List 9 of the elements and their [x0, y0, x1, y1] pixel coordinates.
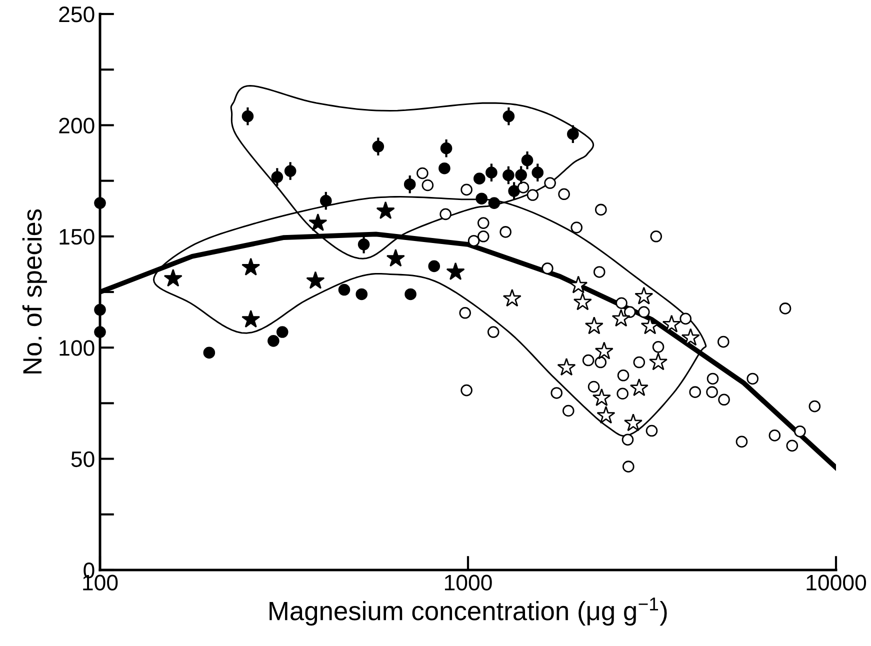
y-tick-label: 100 — [60, 340, 94, 356]
x-axis-title: Magnesium concentration (μg g$^{−1}$) — [270, 598, 667, 626]
y-tick-label: 50 — [71, 451, 94, 468]
y-tick-label: 250 — [59, 6, 94, 22]
y-tick-label: 200 — [59, 118, 94, 134]
x-tick-label: 1000 — [444, 574, 492, 590]
y-tick-label: 150 — [60, 228, 94, 245]
x-tick-label: 10000 — [806, 574, 866, 590]
y-axis-title: No. of species — [22, 209, 47, 374]
